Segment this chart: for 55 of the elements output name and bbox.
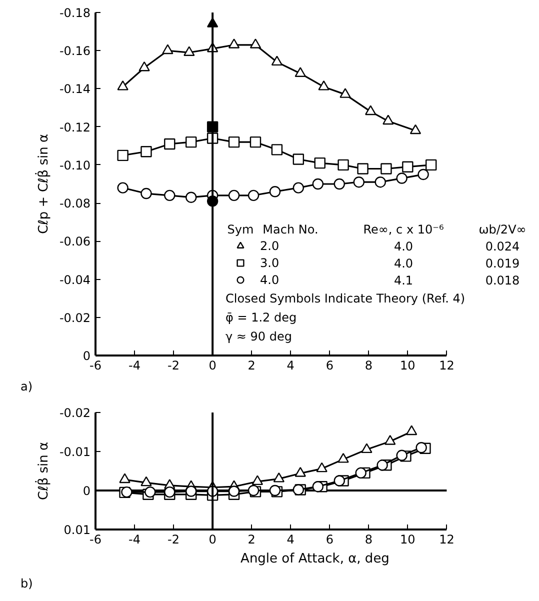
x-tick-label: -4 — [128, 358, 141, 372]
text: 0.024 — [485, 240, 520, 254]
text: b) — [20, 576, 33, 590]
y-tick-label: -0.16 — [59, 44, 91, 58]
x-tick-label: 0 — [208, 358, 216, 372]
text: ωb/2V∞ — [478, 222, 526, 236]
y-tick-label: -0.02 — [59, 406, 91, 420]
x-axis-title: Angle of Attack, α, deg — [240, 552, 390, 566]
y-tick-label: -0.04 — [59, 272, 91, 287]
text: 0.018 — [485, 274, 520, 288]
x-tick-label: -2 — [168, 358, 180, 372]
x-tick-label: -4 — [128, 532, 141, 546]
text: a) — [20, 380, 33, 394]
x-tick-label: 10 — [400, 532, 416, 546]
y-tick-label: -0.02 — [59, 310, 91, 325]
x-tick-label: 4 — [286, 532, 294, 546]
x-tick-label: 10 — [400, 358, 416, 372]
annotation: φ̄ = 1.2 deg — [226, 310, 297, 324]
y-tick-label: -0.08 — [59, 196, 91, 211]
x-tick-label: 0 — [208, 532, 216, 546]
x-tick-label: -6 — [90, 358, 102, 372]
x-tick-label: 12 — [439, 532, 454, 546]
x-tick-label: -6 — [90, 532, 102, 546]
y-tick-label: 0 — [82, 349, 91, 363]
annotation: Mach No. — [262, 222, 318, 236]
y-tick-label: -0.06 — [59, 234, 91, 249]
annotation: Sym — [227, 222, 254, 236]
x-tick-label: 2 — [248, 532, 256, 546]
legend-label: 2.0 — [260, 238, 280, 254]
x-tick-label: 8 — [364, 532, 372, 546]
x-tick-label: -2 — [168, 532, 180, 546]
annotation: 4.0 — [394, 240, 414, 254]
x-tick-label: 2 — [248, 358, 256, 372]
y-tick-label: -0.01 — [59, 445, 91, 459]
y-tick-label: -0.14 — [59, 82, 91, 96]
y-tick-label: 0 — [82, 484, 91, 498]
annotation: Re∞, c x 10⁻⁶ — [363, 222, 444, 236]
x-tick-label: 6 — [326, 358, 334, 372]
y-tick-label: -0.12 — [59, 120, 91, 134]
y-tick-label: -0.18 — [59, 6, 91, 20]
x-tick-label: 12 — [439, 358, 454, 372]
y-axis-title: Cℓβ̇ sin α — [35, 442, 52, 500]
y-tick-label: 0.01 — [64, 523, 90, 537]
legend-label: 4.0 — [260, 272, 280, 288]
text: 0.019 — [485, 256, 520, 270]
y-axis-title: Cℓp + Cℓβ̇ sin α — [35, 134, 52, 234]
legend-label: 3.0 — [260, 254, 280, 271]
x-tick-label: 4 — [286, 358, 294, 372]
annotation: 4.1 — [394, 274, 414, 288]
annotation: γ ≈ 90 deg — [226, 330, 292, 344]
x-tick-label: 8 — [364, 358, 372, 372]
y-tick-label: -0.10 — [59, 158, 91, 172]
annotation: 4.0 — [394, 256, 414, 270]
annotation: Closed Symbols Indicate Theory (Ref. 4) — [226, 292, 466, 306]
x-tick-label: 6 — [326, 532, 334, 546]
